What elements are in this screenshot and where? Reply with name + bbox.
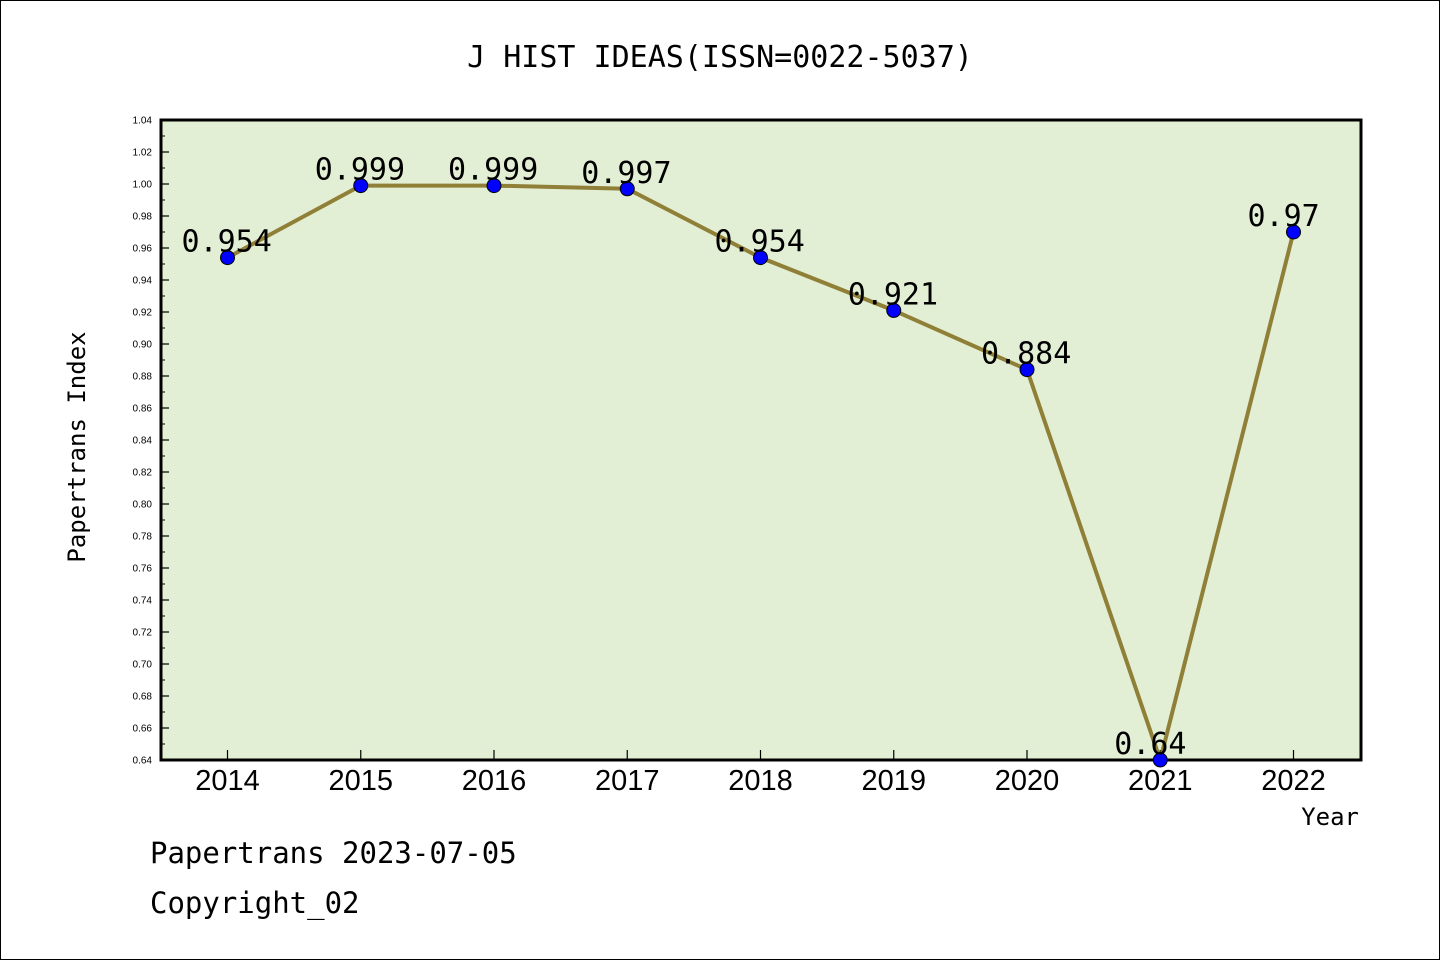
data-point [1019,362,1035,378]
data-label: 0.997 [581,156,671,191]
plot-area [159,118,1363,762]
data-label: 0.97 [1248,199,1320,234]
y-tick-label: 0.82 [133,468,153,479]
y-tick-label: 0.78 [133,532,153,543]
y-axis-label: Papertrans Index [63,331,91,562]
y-tick-label: 0.68 [133,692,153,703]
y-tick-label: 0.90 [133,340,153,351]
y-axis-ticks: 0.64 0.66 0.68 0.70 0.72 0.74 0.76 0.78 0.80 0.82… [133,116,169,767]
data-label: 0.64 [1114,727,1186,762]
y-tick-label: 0.64 [133,756,153,767]
data-point [886,302,902,318]
x-axis-ticks: 2014 2015 2016 2017 2018 2019 2020 2021 2022 [195,750,1326,797]
y-tick-label: 0.84 [133,436,153,447]
y-tick-label: 0.94 [133,276,153,287]
data-label: 0.954 [715,225,805,260]
y-tick-label: 0.86 [133,404,153,415]
data-label: 0.999 [448,153,538,188]
x-tick-label: 2015 [328,765,393,797]
y-tick-label: 0.72 [133,628,153,639]
data-point [1152,752,1168,768]
y-tick-label: 0.80 [133,500,153,511]
data-label: 0.884 [981,337,1071,372]
data-label: 0.999 [315,153,405,188]
data-label: 0.954 [182,225,272,260]
x-tick-label: 2016 [462,765,527,797]
x-tick-label: 2020 [995,765,1060,797]
data-point [1286,224,1301,240]
x-tick-label: 2014 [195,765,260,797]
y-tick-label: 1.02 [133,148,153,159]
x-tick-label: 2018 [728,765,793,797]
y-tick-label: 0.88 [133,372,153,383]
y-tick-label: 0.96 [133,244,153,255]
x-axis-label: Year [1301,803,1359,831]
x-tick-label: 2021 [1128,765,1193,797]
data-point [753,250,768,266]
x-tick-label: 2017 [595,765,660,797]
y-tick-label: 0.92 [133,308,153,319]
data-label: 0.921 [848,277,938,312]
x-tick-label: 2019 [861,765,926,797]
footer-copyright-line: Copyright_02 [150,886,360,920]
chart-title: J HIST IDEAS(ISSN=0022-5037) [467,40,973,75]
series-group: 0.954 0.999 0.999 0.997 0.954 0.921 0.884 0.64 0… [182,153,1320,768]
data-point [220,250,235,266]
data-point [619,181,635,197]
data-point [353,178,369,194]
data-point [486,178,502,194]
y-tick-label: 0.70 [133,660,153,671]
y-tick-label: 0.76 [133,564,153,575]
y-tick-label: 0.66 [133,724,153,735]
y-tick-label: 1.04 [133,116,153,127]
y-tick-label: 1.00 [133,180,153,191]
y-tick-label: 0.74 [133,596,153,607]
y-tick-label: 0.98 [133,212,153,223]
x-tick-label: 2022 [1261,765,1326,797]
footer-date-line: Papertrans 2023-07-05 [150,836,517,870]
